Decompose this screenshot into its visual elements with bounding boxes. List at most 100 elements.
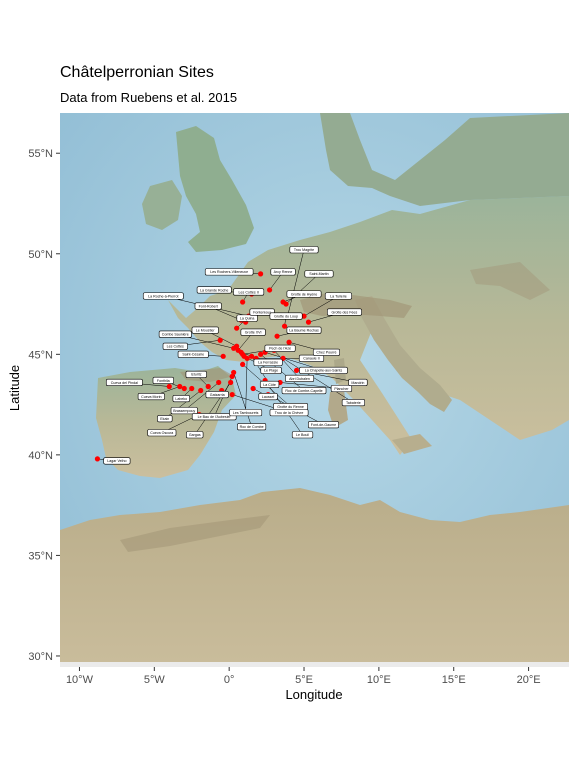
site-point[interactable] — [305, 319, 312, 325]
site-label[interactable]: La Côte — [259, 380, 280, 389]
site-label[interactable]: Lagar Velho — [103, 457, 131, 465]
site-point[interactable] — [240, 361, 246, 367]
site-label[interactable]: Cueva Morin — [137, 392, 165, 401]
site-point[interactable] — [220, 353, 226, 359]
site-label[interactable]: Saint-Martin — [304, 270, 334, 278]
site-label-box — [105, 378, 143, 387]
site-label-text: Grotte XVI — [245, 330, 262, 334]
site-label-text: Les Cottés II — [239, 290, 259, 294]
site-point[interactable] — [281, 323, 288, 329]
landmass-scandinavia — [320, 113, 569, 206]
site-point[interactable] — [258, 351, 264, 357]
site-label[interactable]: La Tuilerie — [324, 292, 352, 300]
site-label-text: Roc de Combe — [240, 425, 264, 429]
site-label[interactable]: Grotte des Fées — [327, 308, 362, 316]
site-label[interactable]: Grotte de Hyène — [286, 290, 322, 298]
site-label[interactable]: Font-de-Gaume — [308, 421, 339, 429]
site-label[interactable]: Isturitz — [185, 370, 207, 378]
site-point[interactable] — [177, 383, 183, 390]
site-label[interactable]: Saint-Césaire — [177, 350, 209, 358]
site-label[interactable]: La Grande Roche — [196, 286, 232, 294]
site-point[interactable] — [229, 391, 235, 398]
site-label[interactable]: Plancher — [330, 384, 353, 393]
site-label[interactable]: Les Rochers-Villeneuve — [204, 268, 254, 276]
site-label[interactable]: Pech de l'Azé — [264, 344, 296, 352]
site-label[interactable]: Le Bau de l'Aubesier — [191, 413, 237, 421]
site-label[interactable]: Ekain — [157, 415, 173, 423]
site-label[interactable]: Chez Pourré — [312, 348, 341, 356]
site-point[interactable] — [293, 367, 300, 374]
site-point[interactable] — [198, 387, 204, 394]
site-label[interactable]: Cueva Oscura — [147, 429, 177, 437]
site-point[interactable] — [216, 379, 222, 386]
site-point[interactable] — [258, 271, 264, 277]
site-label[interactable]: Tabaterie — [341, 399, 365, 407]
site-label-text: Chez Pourré — [316, 351, 336, 355]
site-point[interactable] — [301, 313, 307, 319]
site-label[interactable]: Trou de la Chèvre — [269, 409, 309, 417]
site-label[interactable]: Arcy Renne — [270, 268, 296, 276]
site-label[interactable]: La Roche-à-Pierrot — [142, 292, 184, 300]
site-label[interactable]: Canaule II — [298, 354, 325, 362]
site-label[interactable]: Le Piage — [260, 366, 282, 374]
x-tick-label: 10°E — [367, 674, 391, 686]
site-label[interactable]: La Baume Rochas — [286, 326, 322, 334]
site-label-box — [304, 270, 334, 278]
site-point[interactable] — [228, 379, 234, 386]
site-label[interactable]: Grotte du Renne — [273, 403, 308, 411]
site-point[interactable] — [283, 301, 289, 307]
site-label[interactable]: La Ferrassie — [253, 358, 283, 366]
site-label[interactable]: La Quina — [236, 314, 258, 322]
site-label-text: Trou de la Chèvre — [275, 411, 304, 415]
site-point[interactable] — [244, 355, 250, 361]
site-label[interactable]: Trou Magrite — [289, 246, 319, 254]
site-point[interactable] — [274, 333, 280, 339]
chart-title: Châtelperronian Sites — [60, 64, 214, 81]
site-label[interactable]: Gatzarria — [205, 390, 229, 399]
mountains-carpathians — [470, 262, 550, 300]
site-label[interactable]: Grotte du Loup — [269, 312, 303, 320]
site-label[interactable]: Fonthila — [152, 376, 174, 385]
site-point[interactable] — [234, 325, 240, 331]
site-label[interactable]: Roc de Combe — [237, 423, 267, 431]
site-point[interactable] — [205, 383, 211, 390]
site-point[interactable] — [286, 339, 292, 345]
site-label[interactable]: Le Moustier — [191, 326, 219, 334]
site-point[interactable] — [234, 343, 240, 349]
site-label[interactable]: Les Cottés — [162, 342, 188, 350]
site-point[interactable] — [181, 385, 187, 392]
site-label[interactable]: Les Tambourets — [229, 409, 263, 417]
site-point[interactable] — [94, 456, 101, 462]
site-point[interactable] — [249, 353, 255, 359]
site-point[interactable] — [250, 385, 256, 392]
site-point[interactable] — [189, 385, 195, 392]
site-label-text: La Grande Roche — [200, 288, 228, 292]
site-point[interactable] — [166, 383, 172, 390]
site-label[interactable]: Cueva del Pindal — [105, 378, 143, 387]
site-label[interactable]: Roc de Combe-Capelle — [281, 386, 327, 395]
site-point[interactable] — [231, 369, 237, 376]
site-label-text: Fontenioux — [253, 310, 271, 314]
site-label[interactable]: Brassempouy — [170, 407, 198, 415]
site-label[interactable]: Font-Robert — [194, 302, 222, 310]
site-label[interactable]: Combe Saunière — [158, 330, 192, 338]
site-point[interactable] — [229, 373, 235, 380]
site-label[interactable]: Laussel — [258, 392, 278, 401]
site-label[interactable]: La Chapelle-aux-Saints — [299, 366, 348, 374]
site-label[interactable]: Abri Dubalen — [285, 374, 315, 383]
site-label[interactable]: Fontenioux — [249, 308, 275, 316]
site-point[interactable] — [240, 299, 246, 305]
site-label[interactable]: Les Cottés II — [233, 288, 265, 296]
site-label[interactable]: Gargas — [186, 431, 204, 439]
site-label-box — [260, 366, 282, 374]
site-label[interactable]: Grotte XVI — [240, 328, 266, 336]
landmass-ireland — [142, 180, 182, 230]
site-label[interactable]: Le Bouil — [291, 431, 314, 439]
site-point[interactable] — [266, 287, 273, 293]
site-label-text: Grotte du Renne — [277, 405, 304, 409]
site-label[interactable]: Mandrin — [348, 378, 368, 387]
site-point[interactable] — [217, 337, 223, 343]
site-label-text: Isturitz — [191, 373, 202, 377]
site-label[interactable]: Labeko — [172, 395, 190, 403]
